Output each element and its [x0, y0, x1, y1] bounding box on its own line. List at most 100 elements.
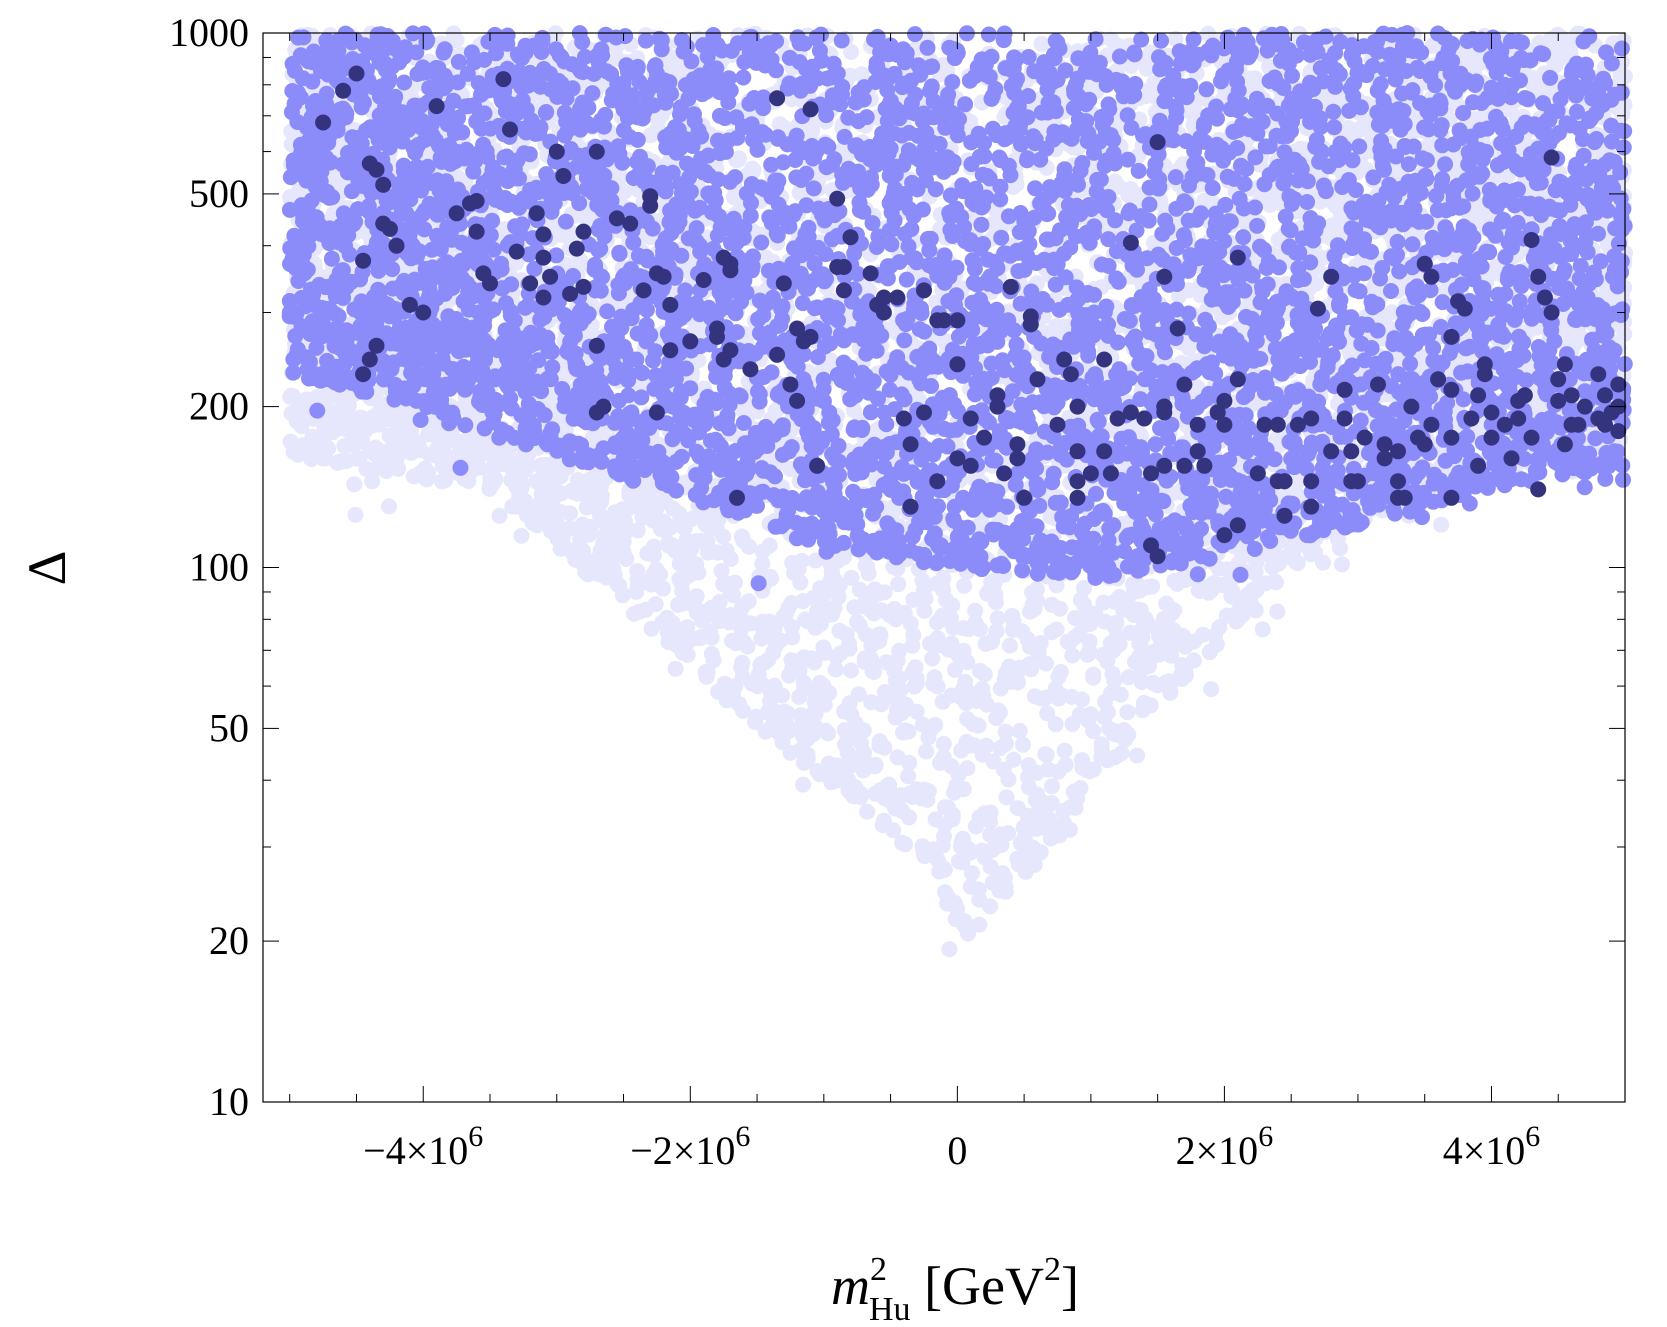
- scatter-point: [843, 43, 859, 60]
- scatter-point: [904, 665, 921, 682]
- scatter-point: [425, 426, 442, 443]
- scatter-point: [792, 574, 809, 591]
- scatter-point: [959, 654, 976, 671]
- scatter-point: [924, 650, 941, 667]
- scatter-point: [629, 563, 646, 579]
- scatter-point: [679, 619, 696, 636]
- scatter-point: [371, 442, 387, 459]
- scatter-point: [935, 735, 952, 752]
- scatter-point: [698, 668, 715, 685]
- scatter-point: [943, 687, 960, 704]
- scatter-point: [517, 462, 534, 479]
- scatter-point: [684, 564, 701, 581]
- scatter-point: [557, 522, 573, 539]
- scatter-point: [1029, 764, 1045, 781]
- scatter-point: [1470, 55, 1487, 72]
- scatter-point: [513, 527, 530, 544]
- scatter-point: [561, 505, 578, 522]
- scatter-point: [1161, 673, 1178, 690]
- scatter-point: [880, 503, 897, 520]
- scatter-point: [390, 460, 407, 477]
- scatter-point: [946, 784, 963, 801]
- scatter-point: [742, 615, 759, 632]
- scatter-point: [992, 740, 1009, 757]
- scatter-point: [1266, 573, 1283, 590]
- scatter-point: [1167, 31, 1184, 47]
- scatter-point: [1015, 736, 1031, 753]
- scatter-point: [859, 803, 876, 820]
- scatter-point: [1050, 763, 1067, 780]
- scatter-point: [1549, 39, 1566, 56]
- scatter-point: [1056, 742, 1073, 759]
- scatter-point: [918, 743, 935, 760]
- scatter-point: [1043, 795, 1060, 811]
- scatter-point: [1269, 603, 1286, 620]
- scatter-point: [1048, 621, 1065, 638]
- scatter-point: [971, 891, 988, 908]
- scatter-point: [1076, 611, 1093, 628]
- scatter-point: [597, 531, 614, 548]
- scatter-point: [885, 822, 902, 839]
- scatter-point: [939, 799, 956, 816]
- scatter-point: [367, 461, 384, 477]
- scatter-point: [956, 577, 973, 594]
- scatter-point: [658, 522, 674, 539]
- scatter-point: [1037, 746, 1054, 763]
- scatter-point: [1004, 608, 1021, 624]
- scatter-point: [1132, 636, 1149, 653]
- scatter-point: [971, 916, 988, 933]
- scatter-point: [347, 506, 364, 523]
- scatter-point: [699, 533, 716, 550]
- scatter-point: [1033, 35, 1050, 52]
- scatter-point: [642, 127, 659, 144]
- scatter-point: [967, 818, 984, 835]
- scatter-point: [998, 789, 1015, 806]
- scatter-point: [1048, 318, 1065, 335]
- scatter-point: [748, 708, 765, 725]
- scatter-point: [827, 661, 844, 678]
- scatter-point: [1433, 516, 1450, 533]
- scatter-point: [795, 776, 812, 793]
- scatter-point: [859, 558, 876, 575]
- scatter-point: [1119, 704, 1136, 721]
- scatter-point: [959, 760, 976, 777]
- scatter-point: [866, 758, 883, 775]
- scatter-point: [574, 516, 591, 533]
- scatter-point: [1549, 26, 1566, 43]
- scatter-point: [892, 682, 909, 699]
- scatter-point: [1010, 674, 1026, 691]
- scatter-point: [1383, 304, 1400, 321]
- scatter-point: [1247, 563, 1264, 580]
- scatter-point: [1096, 613, 1113, 630]
- scatter-point: [647, 596, 664, 613]
- scatter-point: [1054, 816, 1071, 833]
- scatter-point: [1076, 579, 1093, 596]
- scatter-point: [1308, 275, 1325, 292]
- scatter-point: [1120, 669, 1137, 686]
- scatter-point: [1129, 747, 1146, 764]
- scatter-point: [927, 811, 944, 828]
- scatter-point: [1185, 633, 1202, 650]
- scatter-point: [1112, 686, 1129, 703]
- scatter-point: [504, 498, 521, 515]
- scatter-point: [727, 678, 744, 694]
- scatter-point: [901, 754, 918, 771]
- scatter-point: [870, 585, 887, 602]
- scatter-point: [964, 865, 980, 882]
- scatter-point: [418, 471, 435, 488]
- scatter-point: [722, 583, 739, 600]
- scatter-point: [807, 705, 824, 722]
- scatter-point: [1502, 101, 1519, 118]
- scatter-point: [1064, 647, 1081, 664]
- scatter-point: [1042, 812, 1058, 828]
- scatter-point: [1074, 691, 1090, 708]
- scatter-point: [1203, 681, 1220, 698]
- scatter-point: [900, 768, 917, 785]
- scatter-point: [989, 610, 1006, 627]
- scatter-point: [1095, 594, 1112, 611]
- scatter-point: [1022, 603, 1038, 620]
- scatter-point: [1085, 761, 1102, 778]
- scatter-point: [356, 423, 373, 440]
- scatter-point: [1134, 702, 1151, 719]
- scatter-point: [1051, 600, 1068, 617]
